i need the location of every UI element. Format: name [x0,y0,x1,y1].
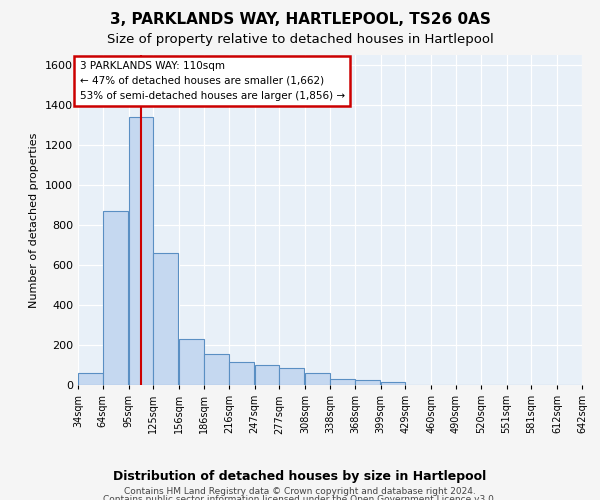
Bar [330,379,355,385]
Bar [179,339,204,385]
Bar [128,117,154,385]
Bar [280,368,304,385]
Bar [254,365,280,385]
Bar [103,211,128,385]
Text: 3 PARKLANDS WAY: 110sqm
← 47% of detached houses are smaller (1,662)
53% of semi: 3 PARKLANDS WAY: 110sqm ← 47% of detache… [80,61,345,100]
Text: 3, PARKLANDS WAY, HARTLEPOOL, TS26 0AS: 3, PARKLANDS WAY, HARTLEPOOL, TS26 0AS [110,12,490,28]
Bar [204,354,229,385]
Text: Size of property relative to detached houses in Hartlepool: Size of property relative to detached ho… [107,32,493,46]
Text: Contains HM Land Registry data © Crown copyright and database right 2024.: Contains HM Land Registry data © Crown c… [124,488,476,496]
Bar [229,362,254,385]
Bar [355,380,380,385]
Y-axis label: Number of detached properties: Number of detached properties [29,132,40,308]
Bar [78,373,103,385]
Bar [380,382,406,385]
Bar [154,253,178,385]
Text: Distribution of detached houses by size in Hartlepool: Distribution of detached houses by size … [113,470,487,483]
Bar [305,373,330,385]
Text: Contains public sector information licensed under the Open Government Licence v3: Contains public sector information licen… [103,495,497,500]
